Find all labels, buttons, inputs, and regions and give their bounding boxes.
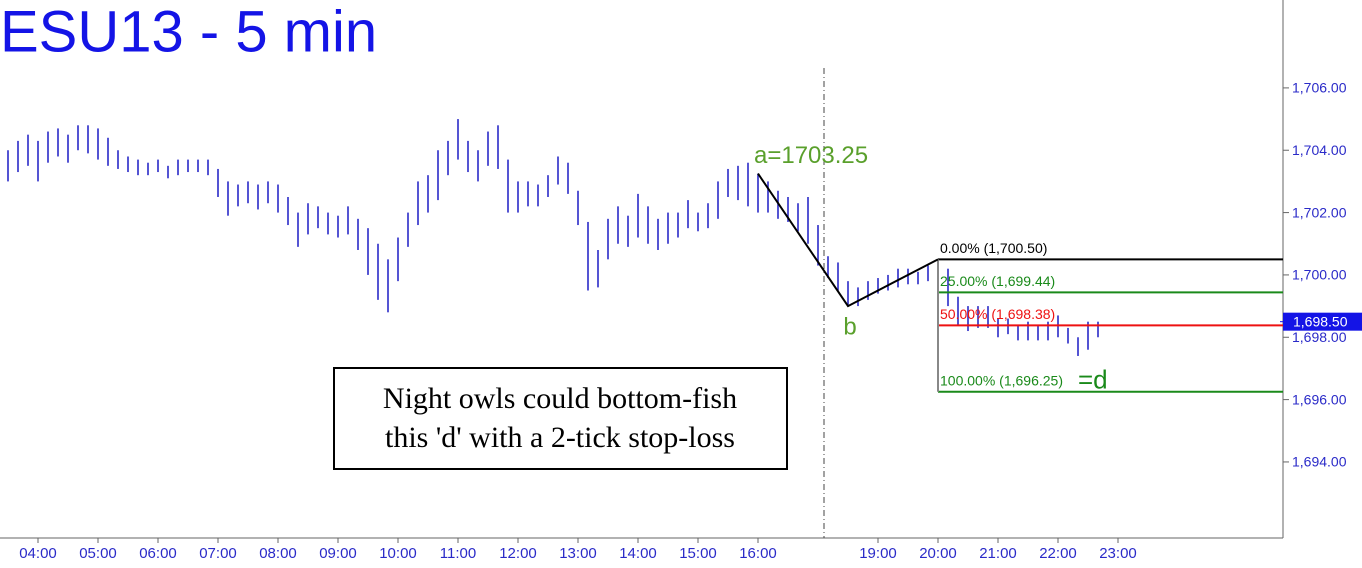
x-tick-label: 05:00 (79, 545, 117, 562)
note-line: this 'd' with a 2-tick stop-loss (385, 421, 735, 454)
y-tick-label: 1,704.00 (1292, 142, 1347, 158)
note-line: Night owls could bottom-fish (383, 382, 737, 415)
last-price-tag (1283, 312, 1362, 331)
y-tick-label: 1,702.00 (1292, 204, 1347, 220)
x-tick-label: 10:00 (379, 545, 417, 562)
fib-label: 50.00% (1,698.38) (940, 306, 1055, 322)
x-tick-label: 06:00 (139, 545, 177, 562)
x-tick-label: 09:00 (319, 545, 357, 562)
last-price-label: 1,698.50 (1293, 313, 1348, 329)
chart-title: ESU13 - 5 min (0, 0, 377, 64)
x-tick-label: 16:00 (739, 545, 777, 562)
y-tick-label: 1,700.00 (1292, 267, 1347, 283)
fib-label: 25.00% (1,699.44) (940, 273, 1055, 289)
y-tick-label: 1,696.00 (1292, 391, 1347, 407)
pattern-label: a=1703.25 (754, 142, 868, 169)
pattern-line (757, 173, 939, 308)
x-tick-label: 15:00 (679, 545, 717, 562)
pattern-label: b (843, 313, 856, 340)
y-tick-label: 1,694.00 (1292, 454, 1347, 470)
x-tick-label: 12:00 (499, 545, 537, 562)
x-tick-label: 11:00 (440, 545, 476, 562)
x-tick-label: 07:00 (199, 545, 237, 562)
x-tick-label: 22:00 (1039, 545, 1077, 562)
fib-label: 0.00% (1,700.50) (940, 240, 1047, 256)
x-tick-label: 14:00 (619, 545, 657, 562)
fib-label: 100.00% (1,696.25) (940, 373, 1063, 389)
y-tick-label: 1,698.00 (1292, 329, 1347, 345)
x-tick-label: 21:00 (979, 545, 1017, 562)
x-tick-label: 04:00 (19, 545, 57, 562)
x-tick-label: 08:00 (259, 545, 297, 562)
x-tick-label: 20:00 (919, 545, 957, 562)
x-tick-label: 13:00 (559, 545, 597, 562)
note-box (333, 367, 788, 470)
y-tick-label: 1,706.00 (1292, 80, 1347, 96)
x-tick-label: 19:00 (859, 545, 897, 562)
x-tick-label: 23:00 (1099, 545, 1137, 562)
target-label: =d (1078, 365, 1108, 395)
